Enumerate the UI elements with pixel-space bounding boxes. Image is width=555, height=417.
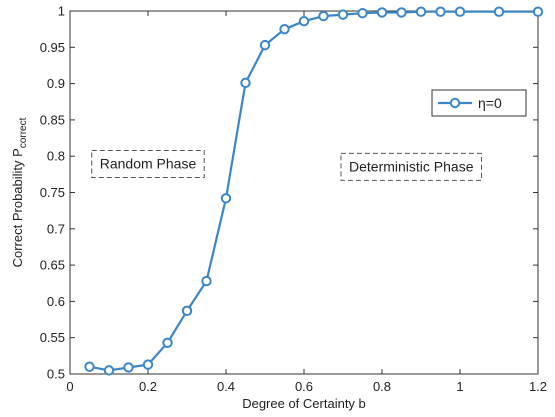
x-tick-label: 1.2 — [529, 379, 547, 394]
deterministic-phase-box — [340, 152, 482, 181]
legend: η=0 — [431, 89, 527, 117]
data-point-marker — [493, 6, 505, 17]
data-point-marker — [84, 361, 95, 372]
y-tick-label: 1 — [58, 4, 65, 19]
y-tick-label: 0.65 — [40, 258, 65, 273]
y-axis-ticks: 0.5 0.55 0.6 0.65 0.7 0.75 0.8 0.85 0.9 0.95 1 — [40, 4, 538, 382]
x-tick-label: 0.8 — [373, 379, 391, 394]
data-point-marker — [201, 275, 212, 287]
data-point-marker — [376, 7, 388, 18]
random-phase-box — [91, 149, 205, 178]
series-line — [89, 10, 538, 372]
data-point-marker — [279, 23, 290, 35]
legend-box — [431, 89, 527, 117]
data-point-marker — [220, 193, 232, 204]
random-phase-label: Random Phase — [100, 155, 197, 171]
y-tick-label: 0.75 — [40, 185, 65, 200]
x-tick-label: 0 — [66, 379, 73, 394]
x-axis-label: Degree of Certainty b — [242, 396, 366, 411]
data-point-marker — [532, 6, 544, 17]
y-tick-label: 0.6 — [47, 294, 65, 309]
x-tick-label: 0.6 — [295, 379, 313, 394]
y-axis-label-main: Correct Probability P — [10, 148, 25, 267]
y-tick-label: 0.7 — [47, 221, 65, 236]
y-tick-label: 0.55 — [40, 330, 65, 345]
data-point-marker — [435, 6, 446, 17]
data-point-marker — [103, 365, 115, 376]
data-point-marker — [259, 39, 271, 51]
x-axis-ticks: 0 0.2 0.4 0.6 0.8 1 1.2 — [66, 11, 547, 394]
y-axis-label: Correct Probability Pcorrect — [10, 117, 29, 267]
y-tick-label: 0.8 — [47, 149, 65, 164]
y-axis-label-subscript: correct — [18, 117, 29, 148]
deterministic-phase-annotation: Deterministic Phase — [340, 152, 482, 181]
random-phase-annotation: Random Phase — [91, 149, 205, 178]
annotation-layer: Random Phase Deterministic Phase — [91, 149, 482, 181]
data-point-marker — [415, 6, 427, 17]
y-tick-label: 0.95 — [40, 40, 65, 55]
y-tick-label: 0.85 — [40, 112, 65, 127]
data-point-marker — [357, 7, 368, 19]
legend-label: η=0 — [478, 95, 502, 111]
series-layer — [84, 6, 544, 376]
y-tick-label: 0.5 — [47, 367, 65, 382]
data-point-marker — [337, 9, 349, 20]
data-point-marker — [162, 337, 173, 348]
data-point-marker — [318, 10, 329, 22]
y-tick-label: 0.9 — [47, 76, 65, 91]
x-tick-label: 1 — [456, 379, 463, 394]
data-point-marker — [123, 362, 134, 373]
data-point-marker — [142, 359, 154, 370]
data-point-marker — [454, 6, 466, 17]
legend-marker — [449, 97, 461, 109]
x-tick-label: 0.4 — [217, 379, 235, 394]
data-point-marker — [181, 305, 193, 317]
data-point-marker — [396, 7, 407, 18]
deterministic-phase-label: Deterministic Phase — [349, 158, 474, 174]
data-point-marker — [240, 77, 251, 89]
x-tick-label: 0.2 — [139, 379, 157, 394]
data-point-marker — [298, 15, 310, 27]
